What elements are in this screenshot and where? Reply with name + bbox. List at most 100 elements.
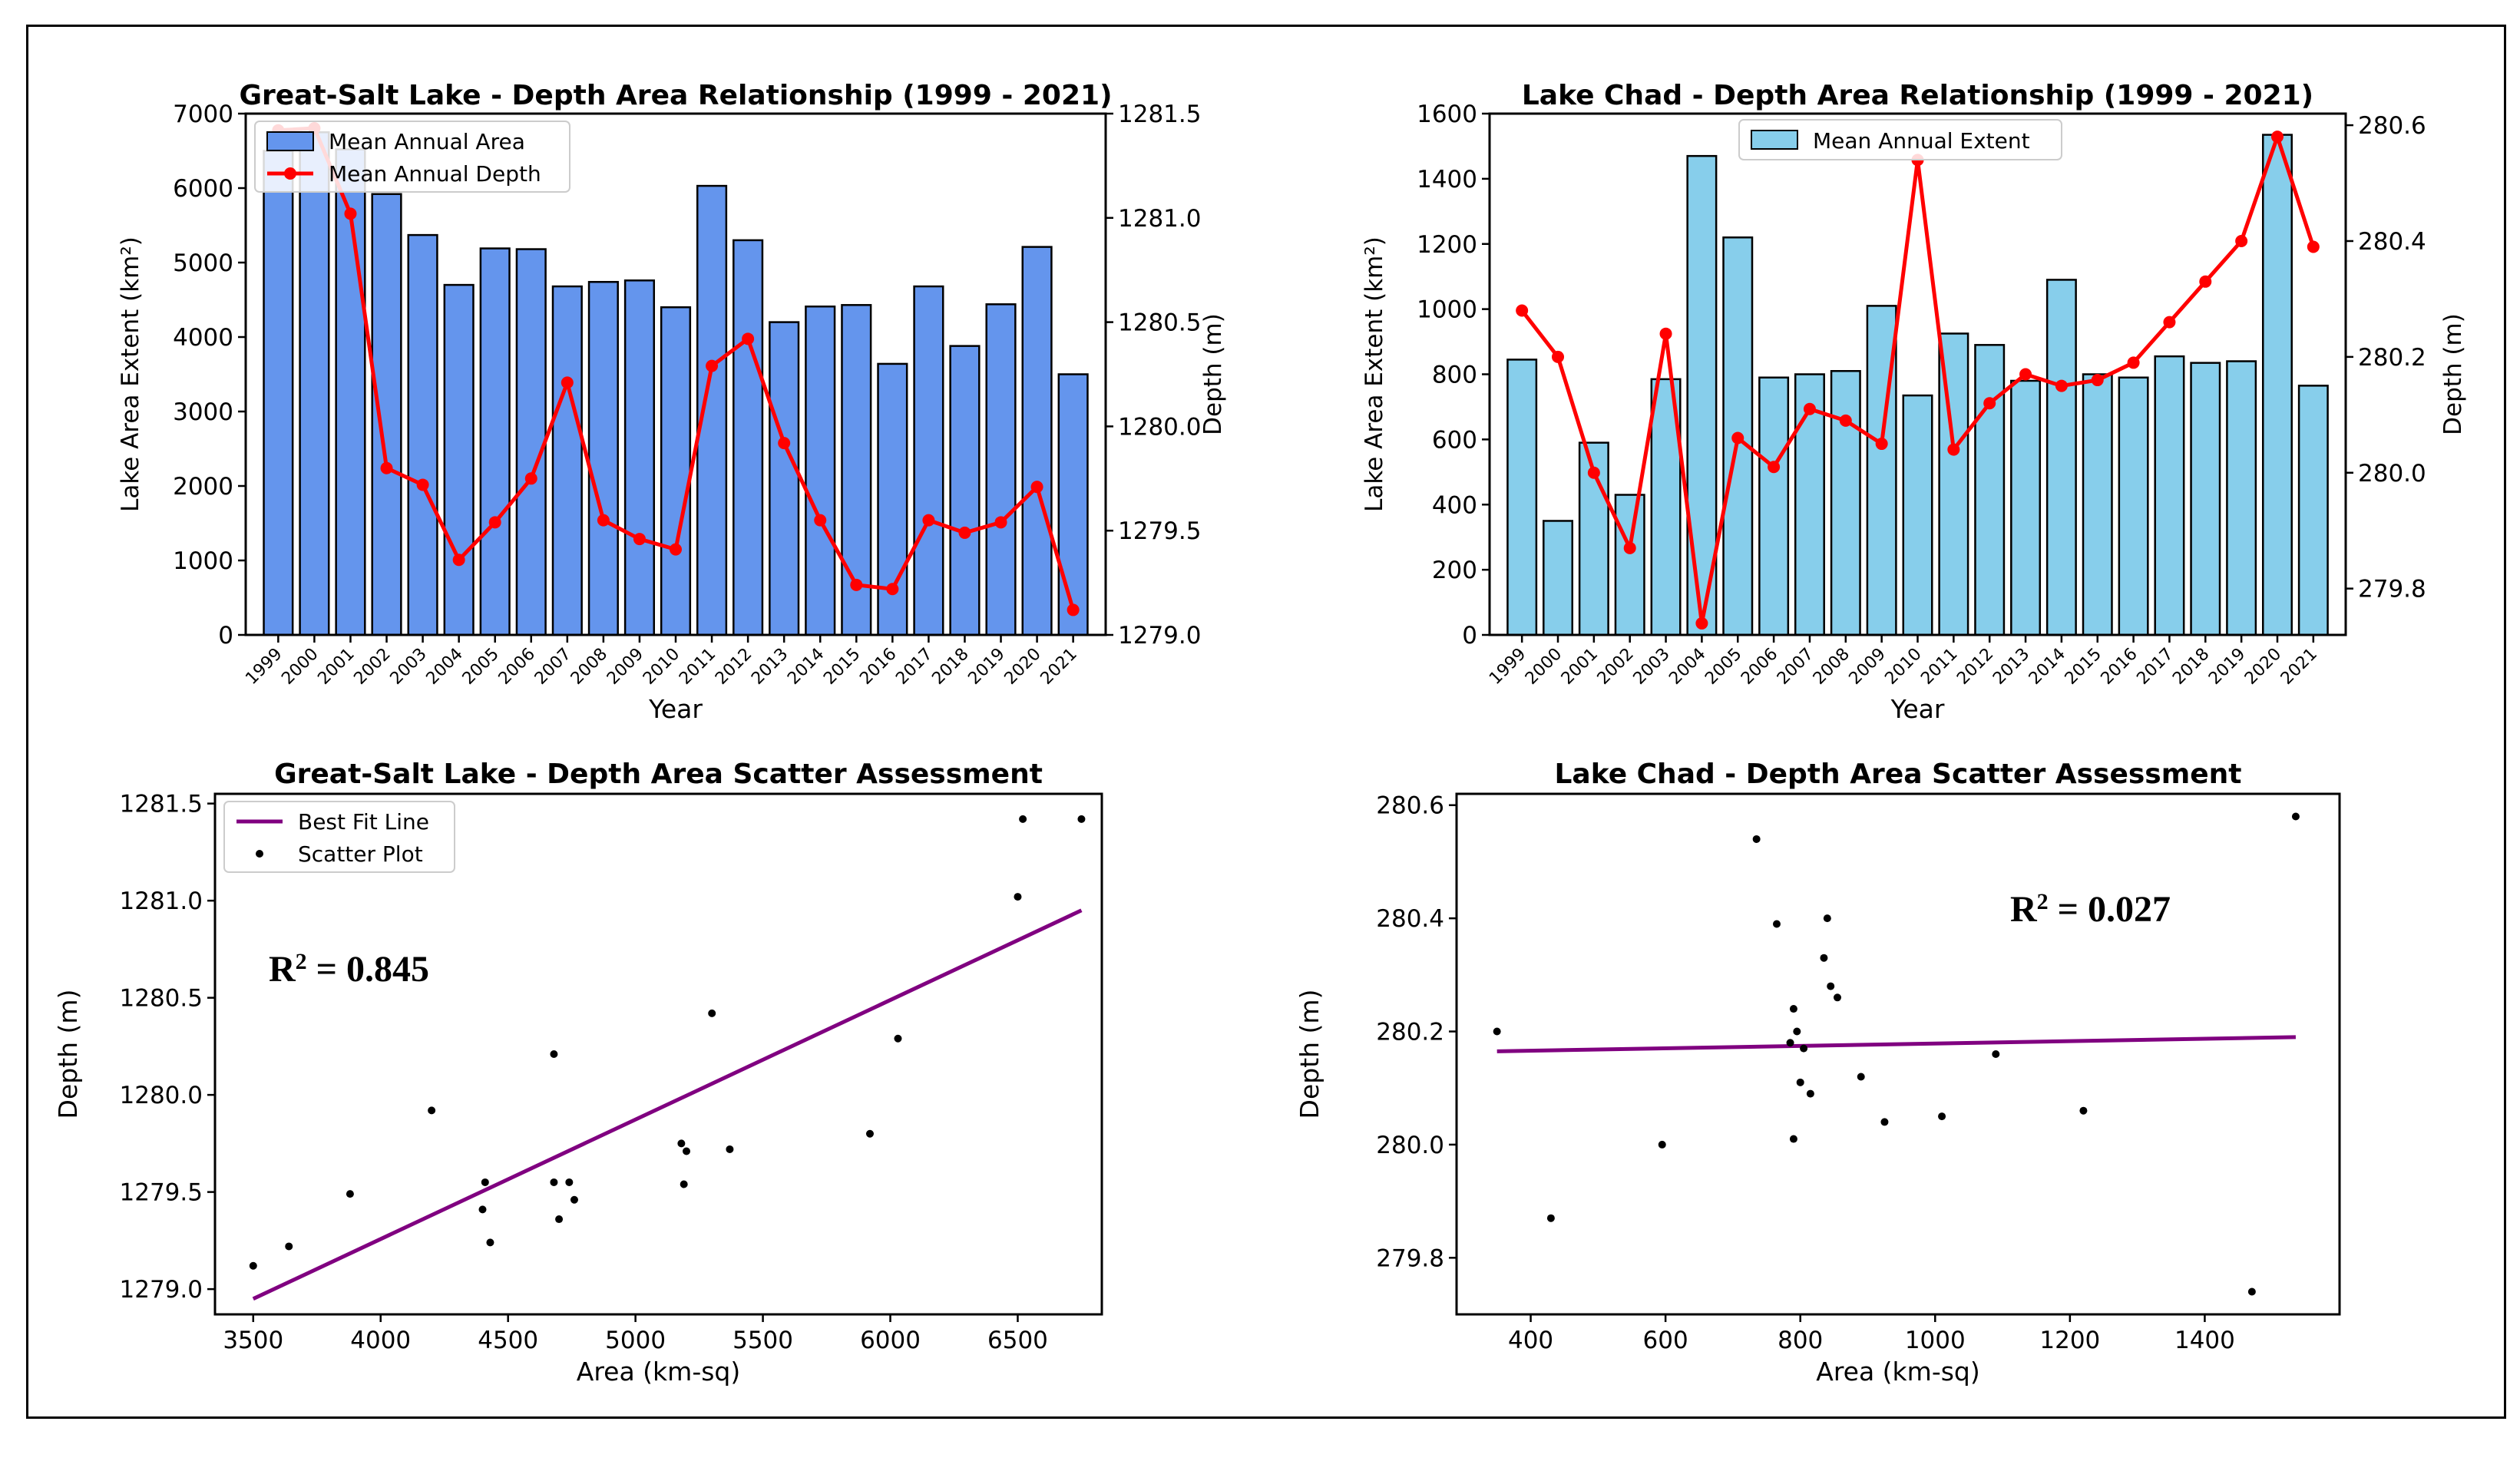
scatter-point [865,1129,874,1138]
xtick-label: 2020 [2241,645,2285,689]
xtick-label: 2001 [1558,645,1602,689]
xtick-label: 2017 [892,645,936,689]
depth-point [706,359,719,372]
xtick-label: 2018 [2169,645,2213,689]
depth-point [2270,131,2284,144]
y2-axis-label: Depth (m) [2439,313,2467,435]
bar [1902,394,1933,636]
scatter-point [680,1180,688,1188]
scatter-point [1857,1073,1865,1081]
scatter-point [1014,893,1022,901]
scatter-point [1546,1214,1555,1222]
gs_bar-ytick-label: 7000 [173,101,233,128]
bar [551,285,583,636]
xtick-label: 2003 [1630,645,1674,689]
xtick-label: 2003 [387,645,431,689]
depth-point [1552,350,1565,363]
depth-point [597,514,610,527]
scatter-point [285,1242,293,1251]
scatter-point [1789,1135,1797,1143]
y-axis-label: Lake Area Extent (km²) [1361,236,1388,512]
chart-title: Lake Chad - Depth Area Relationship (199… [1522,80,2313,111]
xtick-label: 1200 [2039,1327,2100,1354]
gs_bar-ytick-label: 1000 [173,547,233,575]
depth-point [561,376,574,389]
xtick-label: 2011 [676,645,719,689]
xtick-label: 2005 [459,645,503,689]
xtick-label: 2012 [1953,645,1997,689]
depth-point [1659,327,1672,340]
xtick-label: 2013 [748,645,792,689]
xtick-label: 2016 [856,645,900,689]
lc_scatter-ytick-label: 279.8 [1376,1244,1444,1272]
gs_bar-ytick-label: 4000 [173,324,233,352]
scatter-point [249,1261,257,1270]
scatter-point [478,1205,487,1214]
scatter-point [1796,1078,1804,1086]
scatter-point [1793,1027,1801,1036]
depth-point [2019,368,2032,381]
chart-title: Great-Salt Lake - Depth Area Scatter Ass… [274,759,1043,790]
bar [2297,385,2329,636]
bar [1758,376,1790,636]
scatter-point [2079,1106,2088,1115]
gs_bar-ytick-label: 5000 [173,250,233,277]
scatter-point [1938,1112,1946,1121]
xtick-label: 2000 [278,645,322,689]
xtick-label: 2012 [712,645,756,689]
scatter-point [555,1215,564,1224]
xtick-label: 2001 [314,645,358,689]
lc_bar-chart: 1999200020012002200320042005200620072008… [1361,80,2467,724]
scatter-point [1789,1005,1797,1013]
x-axis-label: Year [1890,694,1945,724]
scatter-point [1019,815,1027,823]
bar [913,285,944,636]
depth-point [922,514,935,527]
bar [660,306,692,636]
xtick-label: 2006 [1738,645,1781,689]
scatter-point [2247,1287,2256,1296]
xtick-label: 4500 [478,1327,538,1354]
xtick-label: 2013 [1989,645,2033,689]
depth-point [2163,316,2176,329]
scatter-point [550,1050,558,1058]
chart-title: Lake Chad - Depth Area Scatter Assessmen… [1554,759,2241,790]
legend-box [254,121,570,193]
bar [2154,355,2185,636]
lc_bar-ytick-label: 1400 [1417,166,1477,193]
legend-label: Best Fit Line [298,809,429,835]
depth-point [1623,541,1636,554]
lc_scatter-ytick-label: 280.2 [1376,1019,1444,1046]
bar [515,248,547,636]
y-axis-label: Depth (m) [53,990,83,1119]
depth-point [488,516,501,529]
x-axis-label: Area (km-sq) [577,1357,741,1387]
legend-label: Scatter Plot [298,841,423,867]
xtick-label: 2007 [531,645,575,689]
bar [263,150,294,636]
y2-axis-label: Depth (m) [1199,313,1227,435]
legend-label: Mean Annual Area [329,129,525,154]
depth-point [380,461,393,474]
bar [1974,344,2006,636]
xtick-label: 2002 [350,645,394,689]
gs_scatter-ytick-label: 1281.0 [120,888,203,915]
bar [587,280,619,636]
r-squared-annotation: R2 = 0.027 [2010,889,2171,930]
xtick-label: 1999 [242,645,286,689]
xtick-label: 2018 [928,645,972,689]
xtick-label: 2014 [784,645,828,689]
scatter-point [683,1147,691,1155]
bar [299,131,330,636]
gs_bar-ytick-label: 0 [218,622,233,650]
lc_bar-y2tick-label: 280.2 [2358,344,2426,372]
depth-point [742,332,755,345]
lc_bar-ytick-label: 1200 [1417,231,1477,259]
scatter-point [1493,1027,1501,1036]
scatter-point [1658,1140,1666,1149]
scatter-point [1772,920,1781,928]
bar [769,321,800,636]
bar [2190,362,2221,636]
gs_scatter-ytick-label: 1281.5 [120,791,203,818]
lc_bar-ytick-label: 1600 [1417,101,1477,128]
